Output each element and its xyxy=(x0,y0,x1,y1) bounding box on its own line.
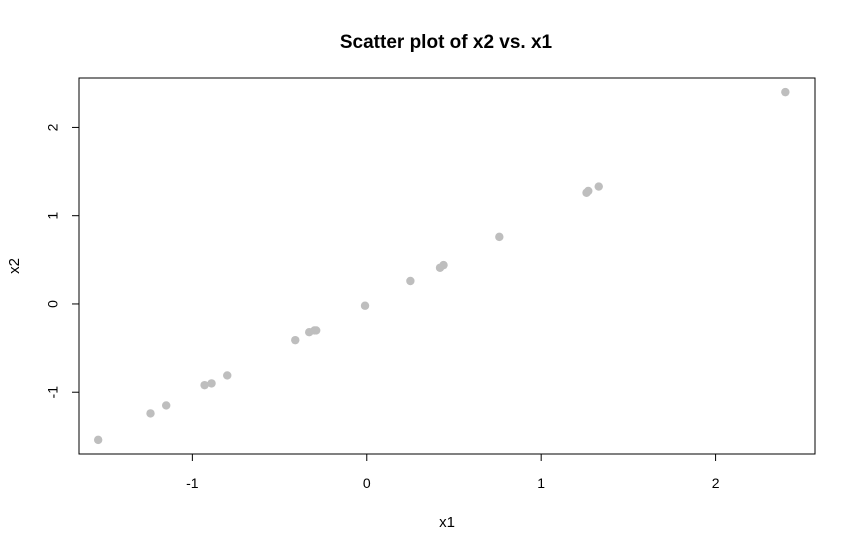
x-tick-label: 2 xyxy=(712,475,720,491)
data-point xyxy=(311,326,321,335)
y-tick-label: -1 xyxy=(45,386,61,399)
y-axis-label: x2 xyxy=(6,258,23,274)
data-point xyxy=(360,301,370,310)
y-tick-label: 0 xyxy=(45,300,61,308)
x-tick-label: 1 xyxy=(537,475,545,491)
y-tick-label: 2 xyxy=(45,123,61,131)
data-point xyxy=(594,182,603,191)
data-point xyxy=(584,186,593,196)
chart-title: Scatter plot of x2 vs. x1 xyxy=(340,32,553,53)
data-point xyxy=(223,371,232,380)
data-point xyxy=(439,260,448,270)
data-point xyxy=(200,380,209,390)
y-tick-label: 1 xyxy=(45,212,61,220)
x-axis: -1 0 1 2 xyxy=(186,453,720,491)
y-axis: -1 0 1 2 xyxy=(45,123,80,399)
data-point xyxy=(146,409,155,418)
data-point xyxy=(207,379,216,388)
data-point xyxy=(291,335,300,345)
data-point xyxy=(406,276,415,286)
data-point xyxy=(93,435,103,445)
x-axis-label: x1 xyxy=(439,514,455,531)
data-point xyxy=(495,232,504,242)
data-point xyxy=(162,401,171,410)
x-tick-label: 0 xyxy=(363,475,371,491)
x-tick-label: -1 xyxy=(186,475,199,491)
data-point xyxy=(781,87,790,97)
data-points xyxy=(93,87,790,445)
